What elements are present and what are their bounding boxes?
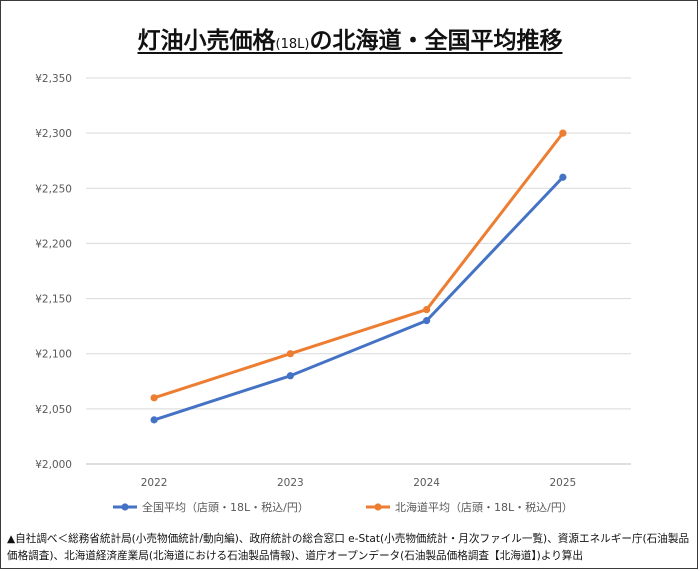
data-point <box>150 416 158 424</box>
series-line-1 <box>152 175 565 422</box>
legend: 全国平均（店頭・18L・税込/円） 北海道平均（店頭・18L・税込/円） <box>113 500 573 514</box>
legend-label-1: 全国平均（店頭・18L・税込/円） <box>142 500 309 514</box>
chart-title: 灯油小売価格(18L)の北海道・全国平均推移 <box>1 21 699 55</box>
data-point <box>559 173 567 181</box>
gridlines <box>86 77 631 465</box>
series-line-2 <box>152 131 565 400</box>
series-lines <box>150 129 567 424</box>
source-note: ▲自社調べ＜総務省統計局(小売物価統計/動向編)、政府統計の総合窓口 e-Sta… <box>7 533 690 562</box>
legend-marker-2 <box>374 503 382 511</box>
chart-title-unit: (18L) <box>275 37 310 52</box>
legend-label-2: 北海道平均（店頭・18L・税込/円） <box>395 500 573 514</box>
y-tick-label: ¥2,300 <box>35 128 72 140</box>
line-chart: ¥2,000 ¥2,050 ¥2,100 ¥2,150 ¥2,200 ¥2,250 ¥2,3… <box>35 73 631 514</box>
x-tick-label: 2025 <box>550 477 577 489</box>
y-tick-label: ¥2,200 <box>35 238 72 250</box>
y-tick-label: ¥2,350 <box>35 73 72 85</box>
y-tick-label: ¥2,250 <box>35 183 72 195</box>
chart-title-rest: の北海道・全国平均推移 <box>309 28 563 54</box>
x-tick-label: 2022 <box>141 477 168 489</box>
x-tick-label: 2023 <box>277 477 304 489</box>
y-tick-label: ¥2,050 <box>35 404 72 416</box>
data-point <box>286 372 294 380</box>
y-axis-ticks: ¥2,000 ¥2,050 ¥2,100 ¥2,150 ¥2,200 ¥2,250 ¥2,3… <box>35 73 72 471</box>
y-tick-label: ¥2,100 <box>35 349 72 361</box>
data-point <box>423 317 431 325</box>
x-axis-ticks: 2022 2023 2024 2025 <box>141 477 576 489</box>
data-point <box>559 129 567 137</box>
legend-marker-1 <box>121 503 129 511</box>
x-tick-label: 2024 <box>413 477 440 489</box>
data-point <box>150 394 158 402</box>
data-point <box>423 306 431 314</box>
y-tick-label: ¥2,150 <box>35 294 72 306</box>
chart-title-main: 灯油小売価格 <box>137 28 276 54</box>
data-point <box>286 350 294 358</box>
y-tick-label: ¥2,000 <box>35 459 72 471</box>
